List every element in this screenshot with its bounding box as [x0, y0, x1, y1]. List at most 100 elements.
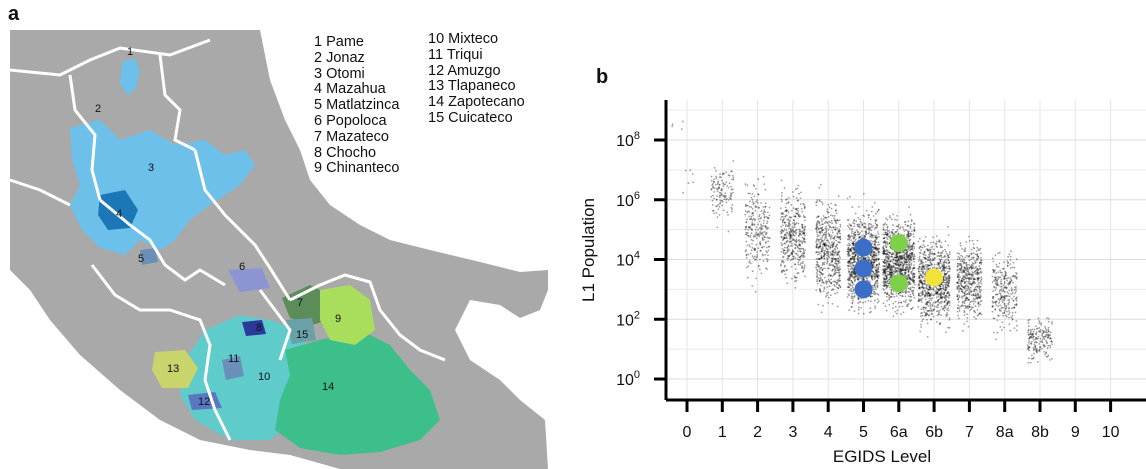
scatter-point — [783, 270, 786, 272]
scatter-point — [948, 253, 951, 256]
scatter-point — [839, 286, 842, 288]
scatter-point — [750, 215, 753, 218]
scatter-point — [875, 212, 877, 215]
scatter-point — [790, 242, 793, 245]
scatter-point — [801, 223, 803, 226]
scatter-point — [892, 302, 895, 305]
scatter-point — [997, 278, 1000, 281]
scatter-point — [760, 232, 763, 235]
scatter-point — [909, 267, 912, 270]
scatter-point — [816, 244, 819, 246]
scatter-point — [963, 323, 966, 325]
scatter-point — [850, 225, 852, 227]
scatter-point — [817, 239, 820, 242]
scatter-point — [846, 238, 849, 241]
scatter-point — [853, 257, 856, 260]
scatter-point — [907, 295, 910, 298]
scatter-point — [835, 222, 838, 225]
scatter-point — [897, 264, 899, 267]
scatter-point — [948, 304, 951, 307]
scatter-point — [935, 242, 938, 245]
scatter-point — [883, 236, 886, 239]
scatter-point — [849, 276, 852, 278]
scatter-point — [1044, 327, 1047, 330]
scatter-point — [1007, 313, 1010, 316]
scatter-point — [877, 271, 880, 274]
region-label-3: 3 — [148, 162, 154, 174]
scatter-point — [801, 265, 803, 268]
scatter-point — [876, 275, 878, 278]
scatter-point — [835, 271, 838, 274]
scatter-point — [837, 279, 840, 281]
scatter-point — [831, 235, 833, 237]
scatter-point — [835, 263, 838, 265]
scatter-point — [786, 249, 789, 252]
scatter-point — [804, 205, 806, 208]
scatter-point — [834, 226, 837, 229]
scatter-point — [824, 252, 827, 255]
scatter-point — [994, 293, 997, 296]
scatter-point — [788, 221, 790, 224]
scatter-point — [859, 256, 861, 259]
scatter-point — [819, 224, 821, 227]
scatter-point — [873, 259, 876, 261]
scatter-point — [830, 278, 832, 281]
language-regions — [70, 58, 440, 455]
scatter-point — [832, 245, 834, 248]
scatter-point — [857, 255, 860, 258]
scatter-point — [948, 285, 950, 288]
scatter-point — [944, 306, 947, 309]
scatter-point — [1015, 258, 1018, 261]
scatter-point — [910, 290, 913, 293]
scatter-point — [779, 218, 782, 221]
scatter-point — [684, 169, 687, 172]
scatter-point — [834, 245, 837, 248]
scatter-point — [783, 252, 785, 255]
scatter-point — [910, 253, 913, 256]
scatter-point — [972, 306, 974, 309]
scatter-point — [933, 257, 936, 260]
scatter-point — [781, 239, 784, 242]
scatter-point — [907, 274, 910, 277]
scatter-point — [971, 275, 974, 278]
scatter-point — [825, 235, 827, 238]
scatter-point — [876, 244, 879, 246]
scatter-point — [847, 255, 850, 257]
scatter-point — [834, 228, 836, 231]
scatter-point — [977, 277, 980, 280]
region-popoloca — [228, 268, 270, 292]
scatter-point — [821, 281, 823, 284]
scatter-point — [886, 282, 889, 285]
scatter-point — [756, 199, 759, 202]
scatter-point — [978, 265, 981, 268]
scatter-point — [819, 227, 822, 230]
scatter-point — [875, 266, 877, 269]
scatter-point — [920, 326, 922, 328]
scatter-point — [871, 235, 874, 238]
scatter-point — [873, 250, 876, 253]
scatter-point — [710, 175, 713, 178]
scatter-point — [861, 224, 864, 227]
scatter-point — [794, 188, 797, 191]
scatter-point — [822, 267, 824, 270]
scatter-point — [825, 282, 828, 285]
scatter-point — [944, 273, 946, 276]
scatter-point — [909, 213, 912, 216]
scatter-point — [800, 247, 803, 250]
scatter-point — [851, 242, 854, 245]
scatter-point — [824, 236, 826, 239]
scatter-point — [890, 269, 893, 272]
scatter-point — [789, 234, 792, 237]
scatter-point — [884, 268, 887, 271]
region-label-12: 12 — [198, 396, 210, 408]
scatter-point — [837, 241, 840, 243]
scatter-point — [1030, 336, 1033, 339]
scatter-point — [780, 235, 783, 238]
scatter-point — [872, 250, 874, 253]
scatter-point — [799, 250, 802, 253]
scatter-point — [870, 274, 872, 277]
scatter-point — [882, 241, 885, 244]
scatter-point — [795, 212, 798, 215]
scatter-point — [825, 281, 828, 283]
scatter-point — [817, 277, 820, 280]
